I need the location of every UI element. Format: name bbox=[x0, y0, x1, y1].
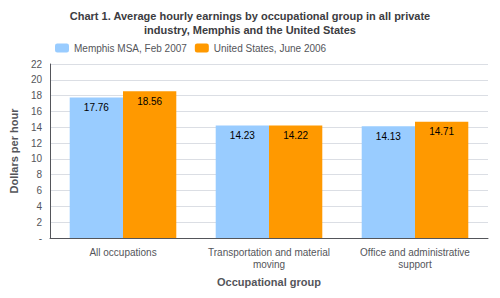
svg-text:Transportation and material: Transportation and material bbox=[208, 247, 330, 258]
svg-text:20: 20 bbox=[31, 74, 43, 85]
svg-text:industry, Memphis and the Unit: industry, Memphis and the United States bbox=[144, 24, 356, 36]
svg-text:18.56: 18.56 bbox=[137, 96, 162, 107]
svg-text:2: 2 bbox=[36, 217, 42, 228]
svg-text:10: 10 bbox=[31, 153, 43, 164]
svg-text:6: 6 bbox=[36, 185, 42, 196]
svg-text:4: 4 bbox=[36, 201, 42, 212]
svg-text:14: 14 bbox=[31, 122, 43, 133]
svg-text:support: support bbox=[398, 259, 432, 270]
svg-text:14.71: 14.71 bbox=[429, 126, 454, 137]
svg-text:22: 22 bbox=[31, 59, 43, 70]
svg-text:All occupations: All occupations bbox=[89, 247, 156, 258]
svg-text:14.23: 14.23 bbox=[230, 130, 255, 141]
svg-text:United States, June 2006: United States, June 2006 bbox=[214, 43, 327, 54]
svg-text:8: 8 bbox=[36, 169, 42, 180]
svg-text:Chart 1. Average hourly earnin: Chart 1. Average hourly earnings by occu… bbox=[70, 10, 430, 22]
svg-text:17.76: 17.76 bbox=[84, 102, 109, 113]
svg-text:moving: moving bbox=[253, 259, 285, 270]
svg-text:-: - bbox=[39, 233, 42, 244]
svg-text:Occupational group: Occupational group bbox=[217, 276, 321, 288]
svg-text:Memphis MSA, Feb 2007: Memphis MSA, Feb 2007 bbox=[74, 43, 187, 54]
svg-text:16: 16 bbox=[31, 106, 43, 117]
svg-text:18: 18 bbox=[31, 90, 43, 101]
svg-text:Office and administrative: Office and administrative bbox=[360, 247, 470, 258]
svg-text:Dollars per hour: Dollars per hour bbox=[8, 108, 20, 194]
svg-text:14.22: 14.22 bbox=[283, 130, 308, 141]
svg-text:12: 12 bbox=[31, 138, 43, 149]
svg-text:14.13: 14.13 bbox=[376, 131, 401, 142]
